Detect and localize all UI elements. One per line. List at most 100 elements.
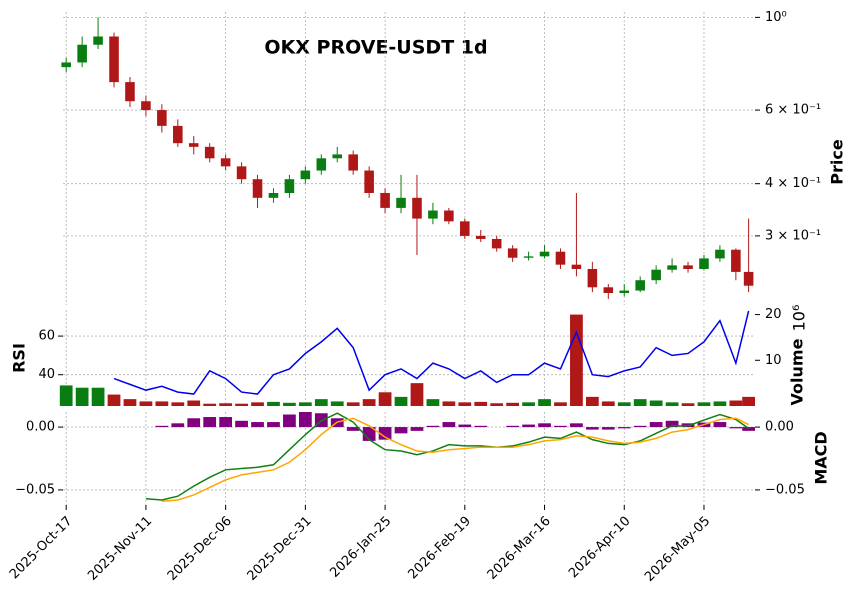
volume-bar <box>617 402 631 406</box>
candle-body <box>380 192 390 208</box>
volume-bar <box>91 387 105 406</box>
candle-body <box>555 251 566 265</box>
histogram-bar <box>298 412 312 428</box>
candle-body <box>93 36 103 45</box>
volume-bar <box>506 402 520 406</box>
histogram-bar <box>346 427 360 431</box>
chart-title: OKX PROVE-USDT 1d <box>264 37 487 59</box>
histogram-bar <box>203 417 217 428</box>
histogram-bar <box>426 425 440 428</box>
candle-body <box>539 251 550 257</box>
candle-body <box>61 62 71 68</box>
histogram-bar <box>171 423 185 428</box>
y-tick-label: −0.05 <box>15 482 55 497</box>
x-tick-label: 2026-Feb-19 <box>405 514 474 583</box>
volume-bar <box>426 399 440 406</box>
histogram-bar <box>713 422 727 428</box>
price-label: Price <box>828 139 847 185</box>
histogram-bar <box>601 427 615 430</box>
volume-bar <box>314 399 328 406</box>
volume-bar <box>394 396 408 406</box>
candle-body <box>125 82 135 102</box>
histogram-bar <box>394 427 408 434</box>
volume-bar <box>139 401 153 406</box>
candle-body <box>109 36 119 83</box>
volume-bar <box>729 400 743 406</box>
rsi-line <box>113 310 750 395</box>
volume-bar <box>681 403 695 406</box>
volume-bar <box>219 403 233 406</box>
volume-bar <box>601 401 615 406</box>
y-tick-label: 3 × 10⁻¹ <box>765 228 821 243</box>
volume-bar <box>570 314 583 406</box>
histogram-bar <box>633 425 647 428</box>
volume-bar <box>410 383 424 406</box>
histogram-bar <box>665 420 679 428</box>
candle-body <box>699 258 709 269</box>
histogram-bar <box>458 424 472 428</box>
volume-bar <box>155 401 169 406</box>
candle-body <box>587 268 598 288</box>
volume-bar <box>538 399 551 406</box>
candle-body <box>715 249 725 259</box>
y-tick-label: 0.00 <box>765 420 794 435</box>
volume-bar <box>713 401 727 406</box>
candle-body <box>332 154 343 159</box>
volume-bar <box>490 403 504 406</box>
volume-bar <box>665 402 679 406</box>
volume-bar <box>251 402 264 406</box>
volume-bar <box>203 403 217 406</box>
y-tick-label: 6 × 10⁻¹ <box>765 103 821 118</box>
candle-body <box>444 210 454 222</box>
volume-bar <box>283 402 296 406</box>
x-tick-label: 2025-Nov-11 <box>85 514 155 584</box>
volume-bar <box>362 399 376 406</box>
histogram-bar <box>742 427 755 431</box>
volume-bar <box>585 396 599 406</box>
volume-bar <box>554 402 567 406</box>
volume-bar <box>474 401 488 406</box>
y-tick-label: −0.05 <box>765 482 805 497</box>
candle-body <box>364 170 374 193</box>
volume-bar <box>235 403 248 406</box>
histogram-bar <box>617 427 631 429</box>
macd-line <box>145 412 750 501</box>
volume-bar <box>298 402 312 406</box>
volume-bar <box>75 387 89 406</box>
volume-bar <box>346 402 360 406</box>
histogram-bar <box>729 427 743 429</box>
volume-bar <box>123 399 137 406</box>
candle-body <box>523 256 534 258</box>
histogram-bar <box>219 417 233 428</box>
x-tick-label: 2026-Apr-10 <box>566 514 633 581</box>
candle-body <box>348 154 358 171</box>
y-tick-label: 60 <box>38 329 55 344</box>
candle-body <box>284 179 295 193</box>
candle-body <box>316 158 327 171</box>
histogram-bar <box>155 425 169 428</box>
candle-body <box>236 166 247 180</box>
volume-bar <box>59 385 73 406</box>
candle-body <box>491 238 502 249</box>
candle-body <box>396 197 406 208</box>
candle-body <box>507 248 518 258</box>
candle-body <box>141 101 151 111</box>
candle-body <box>300 170 311 180</box>
volume-bar <box>330 401 344 406</box>
histogram-bar <box>522 424 535 428</box>
x-tick-label: 2026-Jan-25 <box>327 514 394 581</box>
x-tick-label: 2026-May-05 <box>642 514 713 585</box>
volume-bar <box>171 402 185 406</box>
histogram-bar <box>410 427 424 431</box>
histogram-bar <box>251 422 264 428</box>
candle-body <box>619 290 630 294</box>
histogram-bar <box>570 423 583 428</box>
y2-tick-label: 10 <box>765 353 782 368</box>
histogram-bar <box>649 422 663 428</box>
volume-bar <box>187 400 201 406</box>
candle-body <box>667 265 677 270</box>
volume-label: Volume <box>788 338 807 405</box>
y-tick-label: 0.00 <box>26 420 55 435</box>
candle-body <box>204 146 215 159</box>
candle-body <box>635 280 645 291</box>
